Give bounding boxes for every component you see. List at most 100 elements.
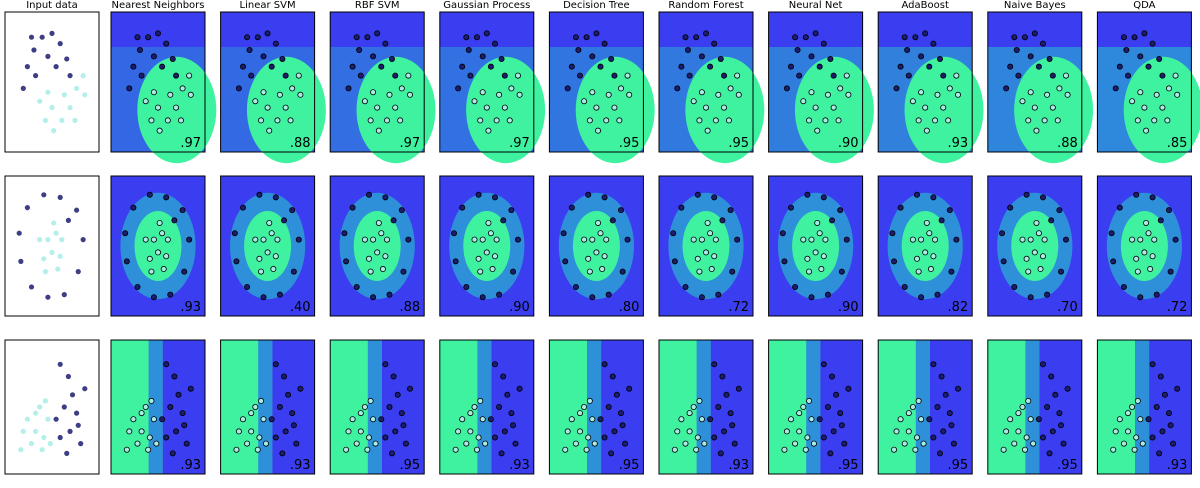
data-point xyxy=(822,117,829,124)
data-point xyxy=(1116,204,1123,211)
score: .93 xyxy=(290,458,311,473)
data-point xyxy=(508,207,515,214)
panel: .97 xyxy=(439,11,546,164)
data-point xyxy=(49,105,55,111)
data-point xyxy=(496,91,503,98)
data-point xyxy=(707,63,714,70)
data-point xyxy=(1133,434,1140,441)
data-point xyxy=(936,450,943,457)
data-point xyxy=(837,207,844,214)
region xyxy=(572,211,620,281)
region xyxy=(244,211,292,281)
data-point xyxy=(1000,446,1007,453)
data-point xyxy=(57,41,63,47)
data-point xyxy=(918,89,925,96)
data-point xyxy=(783,85,790,92)
data-point xyxy=(179,207,186,214)
data-point xyxy=(233,446,240,453)
data-point xyxy=(608,450,615,457)
data-point xyxy=(707,416,714,423)
data-point xyxy=(696,397,703,404)
data-point xyxy=(375,219,382,226)
score: .80 xyxy=(619,300,640,315)
data-point xyxy=(914,191,921,198)
data-point xyxy=(1041,236,1048,243)
data-point xyxy=(384,236,391,243)
data-point xyxy=(45,89,51,95)
data-point xyxy=(930,194,937,201)
data-point xyxy=(289,207,296,214)
data-point xyxy=(1149,434,1156,441)
data-point xyxy=(252,98,259,105)
data-point xyxy=(946,207,953,214)
data-point xyxy=(948,268,955,275)
data-point xyxy=(796,410,803,417)
data-point xyxy=(794,47,801,54)
data-point xyxy=(475,434,482,441)
data-point xyxy=(258,268,265,275)
region xyxy=(1135,340,1150,474)
data-point xyxy=(601,434,608,441)
data-point xyxy=(704,219,711,226)
data-point xyxy=(1033,219,1040,226)
data-point xyxy=(374,249,381,256)
data-point xyxy=(734,72,741,79)
data-point xyxy=(287,117,294,124)
data-point xyxy=(20,428,26,434)
data-point xyxy=(398,85,405,92)
data-point xyxy=(367,397,374,404)
data-point xyxy=(804,434,811,441)
data-point xyxy=(926,230,933,237)
data-point xyxy=(272,194,279,201)
panel: .72 xyxy=(658,175,754,317)
data-point xyxy=(402,440,409,447)
data-point xyxy=(1052,391,1059,398)
data-point xyxy=(717,55,724,62)
data-point xyxy=(57,194,63,200)
data-point xyxy=(181,422,188,429)
data-point xyxy=(138,72,145,79)
data-point xyxy=(258,117,265,124)
panel: .95 xyxy=(987,339,1083,475)
panel: .85 xyxy=(1096,11,1200,164)
data-point xyxy=(564,85,571,92)
panel: .88 xyxy=(987,11,1094,164)
data-point xyxy=(386,91,393,98)
data-point xyxy=(450,230,457,237)
data-point xyxy=(940,72,947,79)
data-point xyxy=(820,40,827,47)
data-point xyxy=(694,255,701,262)
data-point xyxy=(946,410,953,417)
data-point xyxy=(930,361,937,368)
data-point xyxy=(254,446,261,453)
data-point xyxy=(248,410,255,417)
region xyxy=(587,340,602,474)
data-point xyxy=(792,34,799,41)
data-point xyxy=(20,85,26,91)
data-point xyxy=(671,258,678,265)
data-point xyxy=(382,434,389,441)
data-point xyxy=(246,47,253,54)
data-point xyxy=(577,428,584,435)
data-point xyxy=(1015,72,1022,79)
panel-frame xyxy=(110,175,206,317)
data-point xyxy=(280,373,287,380)
data-point xyxy=(361,98,368,105)
data-point xyxy=(28,284,35,290)
data-point xyxy=(810,440,817,447)
data-point xyxy=(290,268,297,275)
data-point xyxy=(482,440,489,447)
score: .95 xyxy=(1057,458,1078,473)
score: .88 xyxy=(400,300,421,315)
data-point xyxy=(138,428,145,435)
data-point xyxy=(838,422,845,429)
data-point xyxy=(1019,403,1026,410)
data-point xyxy=(682,440,689,447)
panel-frame xyxy=(548,339,644,475)
data-point xyxy=(514,236,521,243)
data-point xyxy=(1044,403,1051,410)
data-point xyxy=(163,194,170,201)
data-point xyxy=(57,361,63,367)
data-point xyxy=(374,104,381,111)
